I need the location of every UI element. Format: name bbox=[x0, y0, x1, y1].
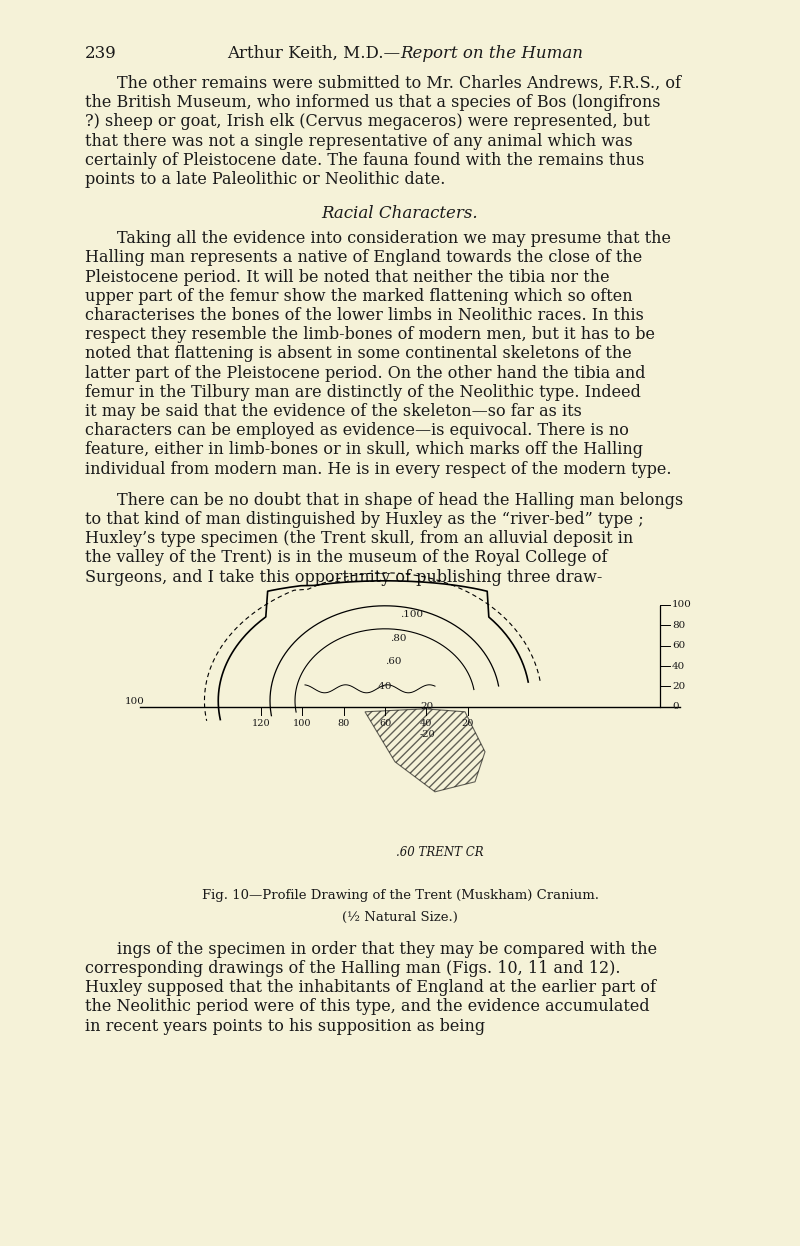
Text: the Neolithic period were of this type, and the evidence accumulated: the Neolithic period were of this type, … bbox=[85, 998, 650, 1015]
Text: characters can be employed as evidence—is equivocal. There is no: characters can be employed as evidence—i… bbox=[85, 422, 629, 439]
Text: Surgeons, and I take this opportunity of publishing three draw-: Surgeons, and I take this opportunity of… bbox=[85, 568, 602, 586]
Text: ings of the specimen in order that they may be compared with the: ings of the specimen in order that they … bbox=[117, 941, 657, 958]
Text: .100: .100 bbox=[400, 609, 423, 619]
Text: Report on the Human: Report on the Human bbox=[400, 45, 583, 62]
Text: to that kind of man distinguished by Huxley as the “river-bed” type ;: to that kind of man distinguished by Hux… bbox=[85, 511, 644, 528]
Text: Huxley supposed that the inhabitants of England at the earlier part of: Huxley supposed that the inhabitants of … bbox=[85, 979, 656, 997]
Text: 40: 40 bbox=[420, 719, 433, 728]
Text: 80: 80 bbox=[338, 719, 350, 728]
Text: femur in the Tilbury man are distinctly of the Neolithic type. Indeed: femur in the Tilbury man are distinctly … bbox=[85, 384, 641, 401]
Text: noted that flattening is absent in some continental skeletons of the: noted that flattening is absent in some … bbox=[85, 345, 632, 363]
Text: There can be no doubt that in shape of head the Halling man belongs: There can be no doubt that in shape of h… bbox=[117, 492, 683, 508]
Text: in recent years points to his supposition as being: in recent years points to his suppositio… bbox=[85, 1018, 485, 1034]
Text: feature, either in limb-bones or in skull, which marks off the Halling: feature, either in limb-bones or in skul… bbox=[85, 441, 643, 459]
Text: latter part of the Pleistocene period. On the other hand the tibia and: latter part of the Pleistocene period. O… bbox=[85, 365, 646, 381]
Text: (½ Natural Size.): (½ Natural Size.) bbox=[342, 911, 458, 923]
Text: the valley of the Trent) is in the museum of the Royal College of: the valley of the Trent) is in the museu… bbox=[85, 549, 607, 567]
Text: -20: -20 bbox=[420, 730, 436, 739]
Text: individual from modern man. He is in every respect of the modern type.: individual from modern man. He is in eve… bbox=[85, 461, 671, 477]
Text: 80: 80 bbox=[672, 621, 686, 629]
Text: Racial Characters.: Racial Characters. bbox=[322, 206, 478, 222]
Text: 20: 20 bbox=[462, 719, 474, 728]
Text: 0: 0 bbox=[672, 703, 678, 711]
Text: 120: 120 bbox=[251, 719, 270, 728]
Text: it may be said that the evidence of the skeleton—so far as its: it may be said that the evidence of the … bbox=[85, 402, 582, 420]
Text: the British Museum, who informed us that a species of Bos (longifrons: the British Museum, who informed us that… bbox=[85, 95, 661, 111]
Text: 20: 20 bbox=[672, 682, 686, 690]
Text: that there was not a single representative of any animal which was: that there was not a single representati… bbox=[85, 132, 633, 150]
Text: 100: 100 bbox=[672, 601, 692, 609]
Text: Huxley’s type specimen (the Trent skull, from an alluvial deposit in: Huxley’s type specimen (the Trent skull,… bbox=[85, 531, 634, 547]
Bar bbox=[130, 596, 670, 896]
Text: upper part of the femur show the marked flattening which so often: upper part of the femur show the marked … bbox=[85, 288, 633, 305]
Text: Pleistocene period. It will be noted that neither the tibia nor the: Pleistocene period. It will be noted tha… bbox=[85, 269, 610, 285]
Text: .80: .80 bbox=[390, 634, 406, 643]
Text: 60: 60 bbox=[379, 719, 391, 728]
Text: Taking all the evidence into consideration we may presume that the: Taking all the evidence into considerati… bbox=[117, 231, 671, 247]
Text: Halling man represents a native of England towards the close of the: Halling man represents a native of Engla… bbox=[85, 249, 642, 267]
Text: points to a late Paleolithic or Neolithic date.: points to a late Paleolithic or Neolithi… bbox=[85, 171, 446, 188]
Text: .40: .40 bbox=[375, 682, 391, 690]
Text: corresponding drawings of the Halling man (Figs. 10, 11 and 12).: corresponding drawings of the Halling ma… bbox=[85, 959, 621, 977]
Text: Arthur Keith, M.D.—: Arthur Keith, M.D.— bbox=[227, 45, 400, 62]
Text: The other remains were submitted to Mr. Charles Andrews, F.R.S., of: The other remains were submitted to Mr. … bbox=[117, 75, 681, 92]
Text: 40: 40 bbox=[672, 662, 686, 670]
Text: ?) sheep or goat, Irish elk (Cervus megaceros) were represented, but: ?) sheep or goat, Irish elk (Cervus mega… bbox=[85, 113, 650, 131]
Text: 20: 20 bbox=[420, 703, 434, 711]
Text: .60: .60 bbox=[385, 657, 402, 665]
Text: .60 TRENT CR: .60 TRENT CR bbox=[396, 846, 484, 860]
Text: characterises the bones of the lower limbs in Neolithic races. In this: characterises the bones of the lower lim… bbox=[85, 307, 644, 324]
Text: 239: 239 bbox=[85, 45, 117, 62]
Text: respect they resemble the limb-bones of modern men, but it has to be: respect they resemble the limb-bones of … bbox=[85, 326, 655, 343]
Text: Fig. 10—Profile Drawing of the Trent (Muskham) Cranium.: Fig. 10—Profile Drawing of the Trent (Mu… bbox=[202, 888, 598, 902]
Text: 60: 60 bbox=[672, 642, 686, 650]
Text: 100: 100 bbox=[125, 698, 145, 706]
Text: 100: 100 bbox=[293, 719, 311, 728]
Text: certainly of Pleistocene date. The fauna found with the remains thus: certainly of Pleistocene date. The fauna… bbox=[85, 152, 644, 168]
